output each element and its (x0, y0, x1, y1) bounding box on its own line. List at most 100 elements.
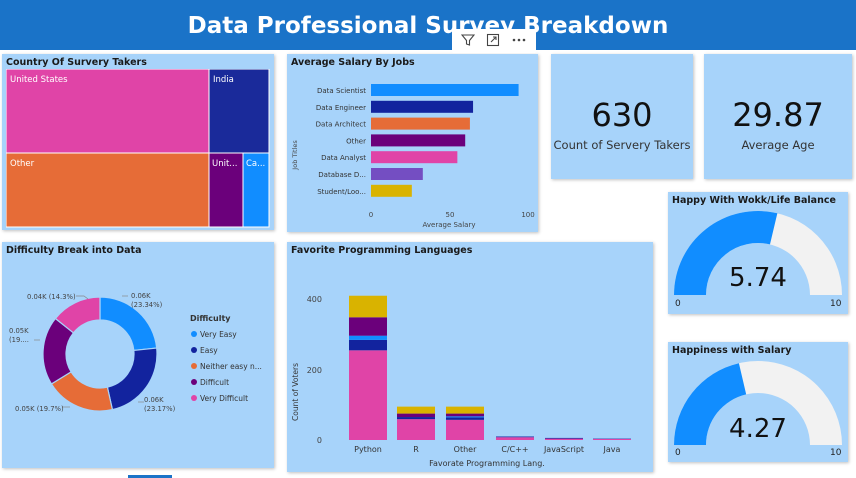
gauge-salary-tile[interactable]: Happiness with Salary 4.27 0 10 (668, 342, 848, 462)
language-bar-segment[interactable] (349, 339, 387, 351)
salary-x-tick: 100 (521, 211, 534, 219)
kpi-age-card[interactable]: 29.87 Average Age (704, 54, 852, 179)
gauge-life-chart[interactable]: 5.74 0 10 (668, 192, 848, 314)
legend-marker (191, 395, 197, 401)
languages-y-tick: 0 (317, 436, 322, 445)
salary-bar[interactable] (371, 168, 423, 180)
salary-category-label: Data Analyst (321, 154, 366, 162)
visual-toolbar (452, 29, 536, 53)
donut-data-label: 0.05K (19.7%) (15, 405, 64, 413)
treemap-title: Country Of Survery Takers (6, 57, 147, 68)
donut-legend-item[interactable]: Difficult (200, 378, 229, 387)
language-bar-segment[interactable] (349, 350, 387, 440)
more-options-icon[interactable] (511, 33, 527, 50)
salary-x-tick: 50 (446, 211, 455, 219)
kpi-count-card[interactable]: 630 Count of Servery Takers (551, 54, 693, 179)
gauge-salary-value: 4.27 (729, 414, 787, 444)
gauge-life-value: 5.74 (729, 263, 787, 293)
treemap-cell-united-states[interactable] (6, 69, 210, 154)
language-bar-segment[interactable] (545, 438, 583, 440)
language-category-label: JavaScript (543, 445, 584, 454)
salary-bar[interactable] (371, 117, 470, 130)
dashboard-title: Data Professional Survey Breakdown (0, 0, 856, 50)
donut-legend-item[interactable]: Easy (200, 346, 218, 355)
salary-bar-chart[interactable]: Job Titles Average Salary 0 50 100 Data … (287, 70, 538, 230)
language-bar-segment[interactable] (496, 436, 534, 438)
language-category-label: Python (354, 445, 382, 454)
donut-data-label: 0.06K (131, 292, 151, 300)
salary-x-axis-title: Average Salary (423, 221, 476, 229)
language-bar-segment[interactable] (593, 438, 631, 440)
donut-data-label: (23.17%) (144, 405, 176, 413)
language-bar-segment[interactable] (545, 437, 583, 439)
treemap-label-united-states: United States (10, 75, 68, 85)
language-bar-segment[interactable] (349, 317, 387, 336)
gauge-salary-min: 0 (675, 448, 681, 458)
languages-y-tick: 400 (307, 295, 322, 304)
language-bar-segment[interactable] (349, 295, 387, 318)
language-bar-segment[interactable] (397, 413, 435, 418)
donut-slice[interactable] (54, 296, 101, 334)
salary-category-label: Other (346, 137, 366, 145)
difficulty-donut-chart[interactable]: 0.06K (23.34%) 0.06K (23.17%) 0.05K (19.… (2, 242, 274, 468)
filter-icon[interactable] (461, 33, 476, 50)
donut-data-label: 0.04K (14.3%) (27, 293, 76, 301)
focus-mode-icon[interactable] (486, 33, 500, 50)
donut-data-label: 0.06K (144, 396, 164, 404)
treemap-cell-other[interactable] (6, 152, 210, 228)
language-category-label: R (413, 445, 419, 454)
salary-bar[interactable] (371, 100, 474, 113)
kpi-age-label: Average Age (741, 138, 815, 152)
language-category-label: C/C++ (501, 445, 528, 454)
language-bar-segment[interactable] (397, 417, 435, 420)
donut-data-label: (23.34%) (131, 301, 163, 309)
legend-marker (191, 331, 197, 337)
gauge-fill (674, 211, 778, 295)
salary-category-label: Student/Loo... (317, 188, 366, 196)
languages-y-axis-title: Count of Voters (291, 363, 300, 421)
donut-legend-item[interactable]: Neither easy n... (200, 362, 262, 371)
kpi-count-value: 630 (591, 96, 653, 134)
gauge-salary-chart[interactable]: 4.27 0 10 (668, 342, 848, 462)
salary-chart-tile[interactable]: Average Salary By Jobs Job Titles Averag… (287, 54, 538, 232)
treemap-label-other: Other (10, 159, 35, 169)
salary-bar[interactable] (371, 84, 519, 96)
language-bar-segment[interactable] (446, 417, 484, 420)
gauge-fill (674, 363, 747, 445)
page-tab-indicator (128, 475, 172, 478)
language-bar-segment[interactable] (397, 419, 435, 440)
languages-chart-tile[interactable]: Favorite Programming Languages Count of … (287, 242, 653, 472)
treemap-chart[interactable]: United States India Other Unit... Ca... (6, 69, 272, 228)
gauge-life-tile[interactable]: Happy With Wokk/Life Balance 5.74 0 10 (668, 192, 848, 314)
country-treemap-tile[interactable]: Country Of Survery Takers United States … (2, 54, 274, 230)
languages-y-tick: 200 (307, 366, 322, 375)
difficulty-donut-tile[interactable]: Difficulty Break into Data 0.06K (23.34%… (2, 242, 274, 468)
legend-marker (191, 363, 197, 369)
gauge-salary-title: Happiness with Salary (672, 345, 792, 356)
gauge-life-max: 10 (830, 299, 842, 309)
kpi-count-label: Count of Servery Takers (553, 138, 691, 152)
language-category-label: Java (603, 445, 621, 454)
language-bar-segment[interactable] (349, 335, 387, 340)
donut-legend-item[interactable]: Very Difficult (200, 394, 248, 403)
donut-legend-item[interactable]: Very Easy (200, 330, 237, 339)
language-bar-segment[interactable] (446, 413, 484, 417)
language-bar-segment[interactable] (446, 406, 484, 414)
treemap-cell-india[interactable] (208, 69, 270, 154)
gauge-life-title: Happy With Wokk/Life Balance (672, 195, 836, 206)
donut-data-label: (19.... (9, 336, 29, 344)
salary-chart-title: Average Salary By Jobs (291, 57, 415, 68)
leader-line (76, 295, 89, 300)
salary-bar[interactable] (371, 151, 458, 164)
salary-bar[interactable] (371, 184, 412, 197)
language-bar-segment[interactable] (446, 416, 484, 418)
treemap-label-india: India (213, 75, 234, 85)
languages-stacked-chart[interactable]: Count of Voters Favorate Programming Lan… (287, 242, 653, 472)
treemap-cell-ca[interactable] (242, 152, 270, 228)
language-bar-segment[interactable] (446, 419, 484, 440)
language-bar-segment[interactable] (397, 406, 435, 414)
languages-x-axis-title: Favorate Programming Lang. (429, 459, 545, 468)
treemap-label-unit: Unit... (212, 159, 237, 169)
language-bar-segment[interactable] (496, 437, 534, 440)
salary-bar[interactable] (371, 134, 466, 147)
